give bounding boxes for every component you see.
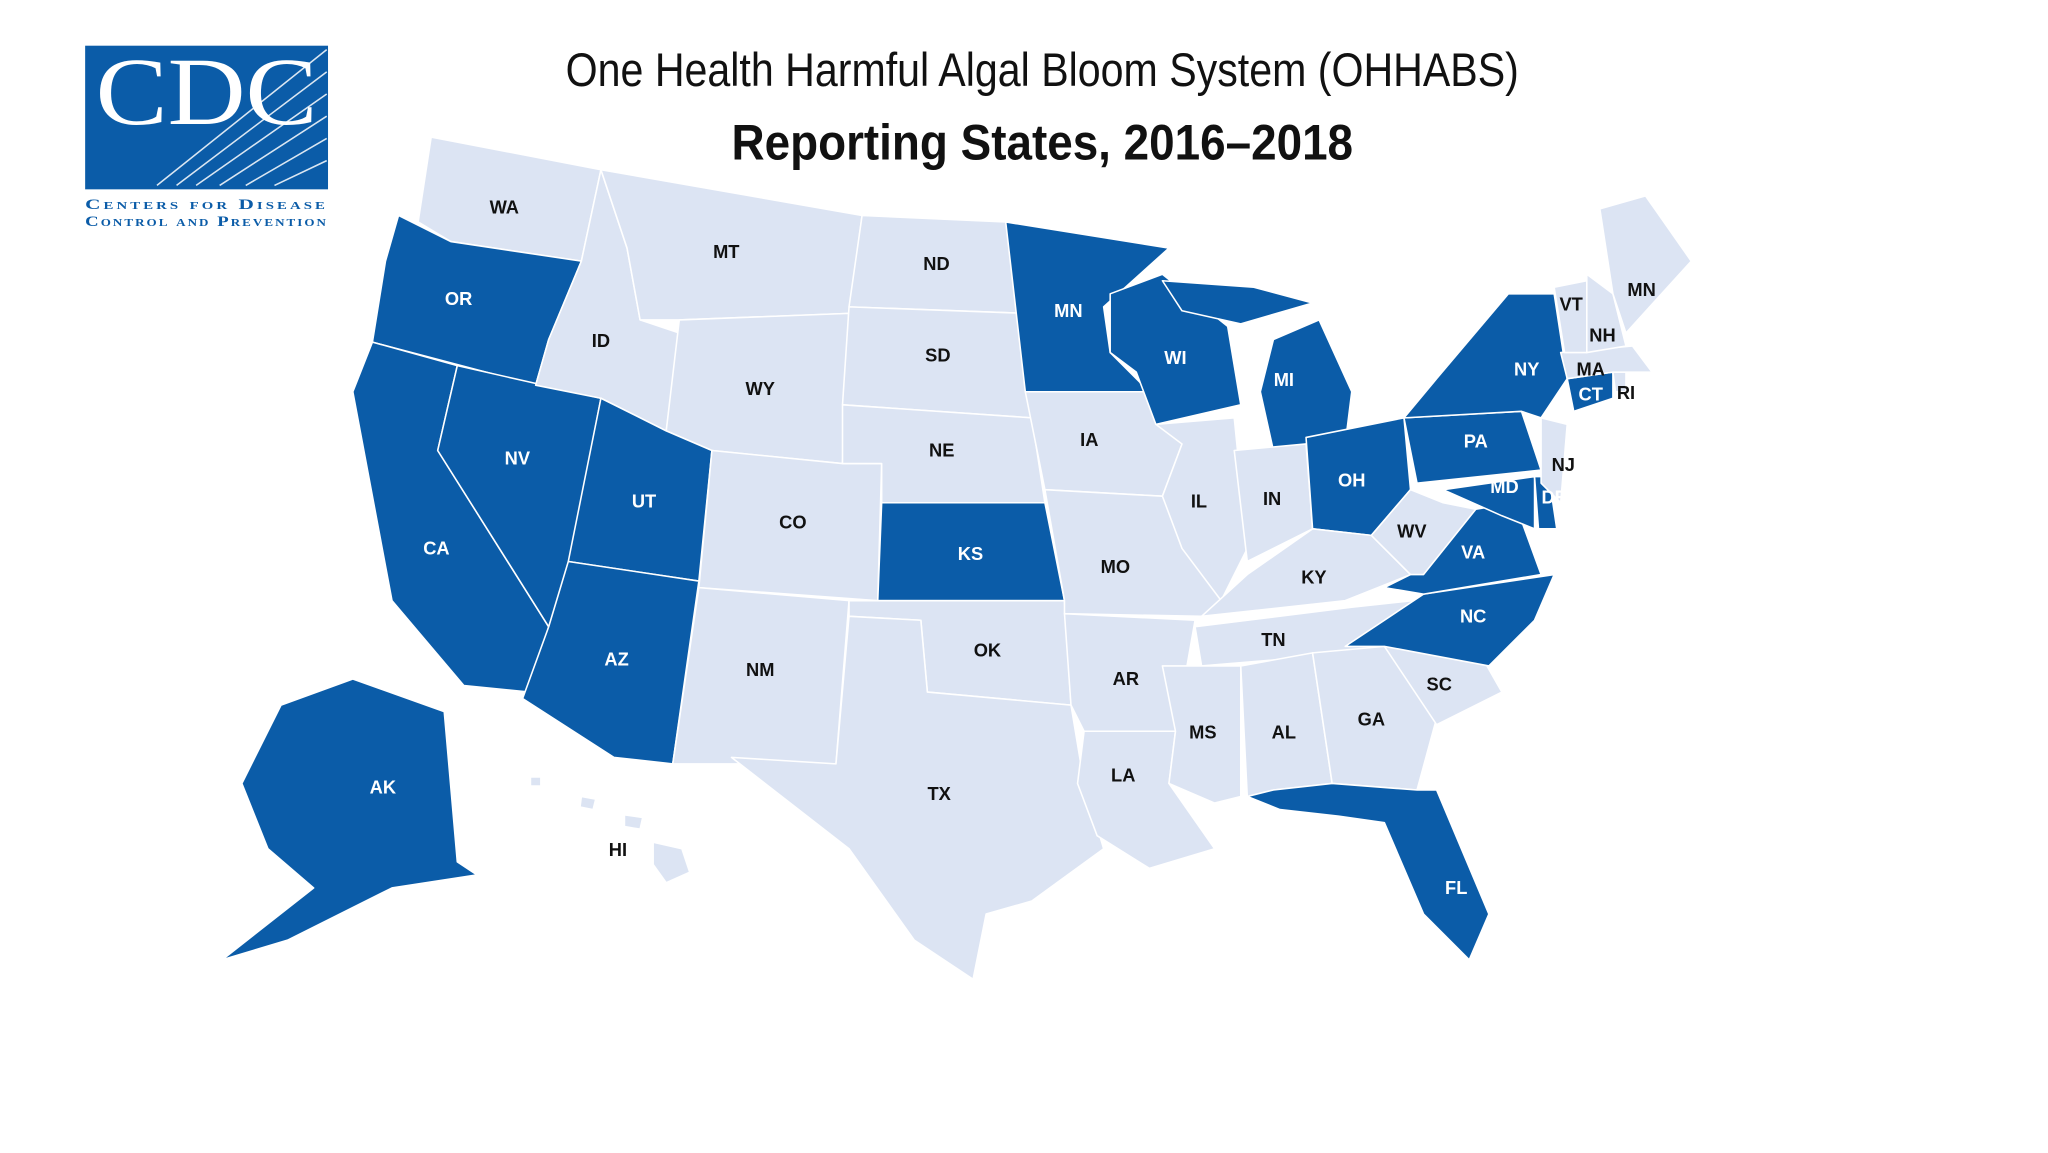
state-label: MA [1576, 359, 1604, 380]
state-label: CT [1579, 383, 1603, 404]
state-label: ND [923, 253, 949, 274]
state-label: KS [958, 543, 983, 564]
state-label: NC [1460, 605, 1486, 626]
state-shape [652, 841, 691, 884]
state-label: MT [713, 241, 739, 262]
state-label: OR [445, 288, 472, 309]
state-label: UT [632, 491, 656, 512]
state-shape [1246, 782, 1490, 961]
state-label: SC [1427, 673, 1452, 694]
state-label: MI [1274, 369, 1294, 390]
logo-mark: CDC [96, 38, 318, 145]
state-shape [730, 615, 1105, 981]
state-label: NE [929, 440, 954, 461]
state-shape [623, 814, 644, 830]
state-shape [221, 678, 478, 961]
state-label: IN [1263, 488, 1281, 509]
state-label: GA [1358, 709, 1385, 730]
state-label: TN [1261, 629, 1285, 650]
title: One Health Harmful Algal Bloom System (O… [566, 43, 1519, 96]
state-label: WY [746, 378, 775, 399]
state-label: NY [1514, 359, 1539, 380]
state-label: LA [1111, 765, 1135, 786]
state-shape [1599, 195, 1693, 334]
state-shape [1586, 273, 1627, 354]
state-shape [529, 776, 542, 787]
state-label: CA [423, 538, 449, 559]
state-label: WV [1397, 521, 1427, 542]
state-label: MD [1490, 476, 1518, 497]
state-label: SD [925, 344, 950, 365]
state-shape [1161, 279, 1314, 325]
state-label: IA [1080, 429, 1098, 450]
labels-layer: WA OR CA NV ID MT WY UT AZ CO NM ND SD NE KS OK TX MN IA MO… [370, 197, 1656, 898]
state-label: TX [927, 783, 951, 804]
state-label: PA [1464, 430, 1488, 451]
state-label: DE [1541, 487, 1566, 508]
state-label: RI [1617, 382, 1635, 403]
cdc-logo: CDC Centers for Disease Control and Prev… [85, 38, 329, 230]
state-label: MO [1101, 556, 1130, 577]
states-layer [221, 136, 1693, 981]
state-label: MN [1627, 279, 1655, 300]
state-shape [579, 795, 597, 811]
state-label: VT [1559, 293, 1582, 314]
state-label: CO [779, 511, 806, 532]
state-label: OK [974, 639, 1002, 660]
state-label: OH [1338, 470, 1365, 491]
state-label: NH [1589, 325, 1615, 346]
state-label: AK [370, 777, 397, 798]
logo-line: Control and Prevention [85, 214, 328, 230]
state-label: AL [1272, 722, 1296, 743]
state-label: HI [609, 839, 627, 860]
state-label: WA [490, 197, 519, 218]
logo-box [85, 45, 329, 190]
state-label: WI [1164, 347, 1186, 368]
state-label: MS [1189, 722, 1216, 743]
state-shape [1311, 645, 1438, 791]
state-shape [1403, 293, 1568, 419]
state-label: NM [746, 659, 774, 680]
state-label: AZ [604, 649, 628, 670]
state-shape [1442, 475, 1536, 530]
state-shape [1155, 417, 1249, 602]
state-label: IL [1191, 491, 1207, 512]
state-label: VA [1461, 541, 1485, 562]
state-label: MN [1054, 300, 1082, 321]
state-label: NV [505, 447, 531, 468]
logo-rays [156, 49, 328, 187]
state-label: ID [592, 330, 610, 351]
state-label: FL [1445, 877, 1467, 898]
state-label: NJ [1552, 454, 1575, 475]
state-label: KY [1301, 566, 1326, 587]
subtitle: Reporting States, 2016–2018 [732, 114, 1354, 170]
state-shape [1370, 488, 1477, 576]
state-label: AR [1113, 668, 1139, 689]
state-shape [1540, 417, 1568, 504]
logo-line: Centers for Disease [85, 197, 328, 213]
